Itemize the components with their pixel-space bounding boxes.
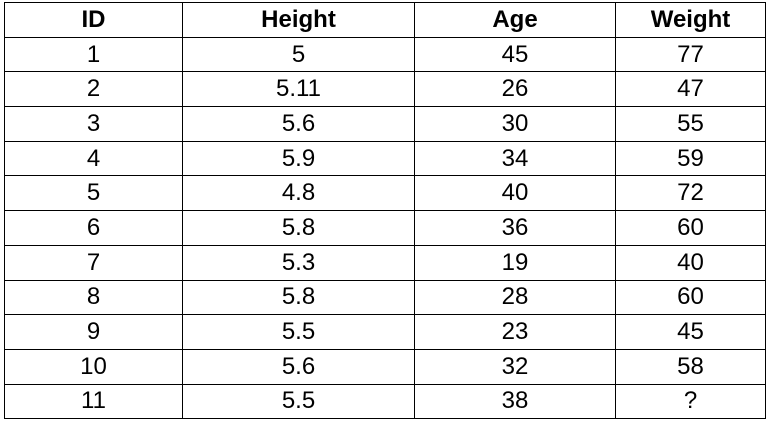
- header-row: ID Height Age Weight: [4, 2, 766, 38]
- cell-age: 32: [414, 348, 616, 385]
- cell-weight: 77: [615, 36, 766, 73]
- cell-height: 5.5: [182, 314, 415, 350]
- column-header-height: Height: [182, 2, 415, 38]
- table-row: 6 5.8 36 60: [4, 210, 766, 246]
- cell-age: 36: [414, 210, 616, 246]
- cell-weight: 58: [615, 348, 766, 385]
- cell-id: 10: [4, 348, 183, 385]
- table-row: 1 5 45 77: [4, 36, 766, 73]
- cell-age: 40: [414, 175, 616, 212]
- cell-id: 11: [4, 383, 183, 420]
- column-header-id: ID: [4, 2, 183, 38]
- cell-weight: 40: [615, 244, 766, 281]
- cell-id: 9: [4, 314, 183, 350]
- table-row: 5 4.8 40 72: [4, 175, 766, 212]
- cell-age: 23: [414, 314, 616, 350]
- cell-height: 5.11: [182, 71, 415, 108]
- cell-weight: 60: [615, 210, 766, 246]
- cell-weight: 47: [615, 71, 766, 108]
- cell-height: 4.8: [182, 175, 415, 212]
- cell-id: 7: [4, 244, 183, 281]
- table-row: 3 5.6 30 55: [4, 106, 766, 142]
- table-row: 10 5.6 32 58: [4, 348, 766, 385]
- column-header-age: Age: [414, 2, 616, 38]
- table-row: 4 5.9 34 59: [4, 140, 766, 177]
- table-row: 7 5.3 19 40: [4, 244, 766, 281]
- cell-height: 5: [182, 36, 415, 73]
- cell-height: 5.9: [182, 140, 415, 177]
- cell-height: 5.5: [182, 383, 415, 420]
- cell-weight: 72: [615, 175, 766, 212]
- cell-id: 2: [4, 71, 183, 108]
- cell-id: 1: [4, 36, 183, 73]
- table-row: 2 5.11 26 47: [4, 71, 766, 108]
- cell-weight: 59: [615, 140, 766, 177]
- cell-height: 5.6: [182, 348, 415, 385]
- cell-id: 8: [4, 279, 183, 316]
- cell-id: 6: [4, 210, 183, 246]
- cell-age: 28: [414, 279, 616, 316]
- column-header-weight: Weight: [615, 2, 766, 38]
- cell-age: 19: [414, 244, 616, 281]
- cell-age: 38: [414, 383, 616, 420]
- cell-age: 45: [414, 36, 616, 73]
- table-row: 11 5.5 38 ?: [4, 383, 766, 420]
- cell-height: 5.6: [182, 106, 415, 142]
- cell-weight: 60: [615, 279, 766, 316]
- cell-id: 3: [4, 106, 183, 142]
- cell-age: 30: [414, 106, 616, 142]
- table-row: 9 5.5 23 45: [4, 314, 766, 350]
- cell-height: 5.8: [182, 279, 415, 316]
- cell-id: 5: [4, 175, 183, 212]
- cell-age: 34: [414, 140, 616, 177]
- cell-age: 26: [414, 71, 616, 108]
- cell-height: 5.3: [182, 244, 415, 281]
- cell-id: 4: [4, 140, 183, 177]
- table-row: 8 5.8 28 60: [4, 279, 766, 316]
- data-table: ID Height Age Weight 1 5 45 77 2 5.11 26…: [4, 2, 766, 420]
- cell-weight: ?: [615, 383, 766, 420]
- cell-weight: 45: [615, 314, 766, 350]
- cell-height: 5.8: [182, 210, 415, 246]
- cell-weight: 55: [615, 106, 766, 142]
